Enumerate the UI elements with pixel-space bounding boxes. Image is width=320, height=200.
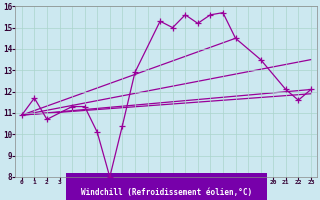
X-axis label: Windchill (Refroidissement éolien,°C): Windchill (Refroidissement éolien,°C): [81, 188, 252, 197]
